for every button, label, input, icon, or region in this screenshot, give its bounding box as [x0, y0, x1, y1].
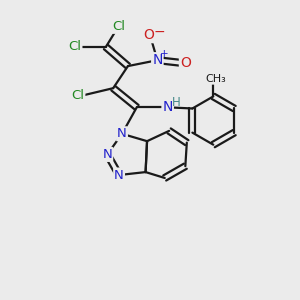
Text: O: O	[143, 28, 154, 42]
Text: +: +	[160, 49, 169, 59]
Text: N: N	[114, 169, 124, 182]
Text: N: N	[152, 53, 163, 67]
Text: N: N	[117, 127, 127, 140]
Text: Cl: Cl	[71, 89, 84, 102]
Text: N: N	[163, 100, 173, 114]
Text: CH₃: CH₃	[205, 74, 226, 84]
Text: H: H	[172, 96, 181, 110]
Text: N: N	[102, 148, 112, 161]
Text: O: O	[180, 56, 191, 70]
Text: Cl: Cl	[68, 40, 81, 53]
Text: Cl: Cl	[112, 20, 126, 33]
Text: −: −	[154, 25, 165, 39]
